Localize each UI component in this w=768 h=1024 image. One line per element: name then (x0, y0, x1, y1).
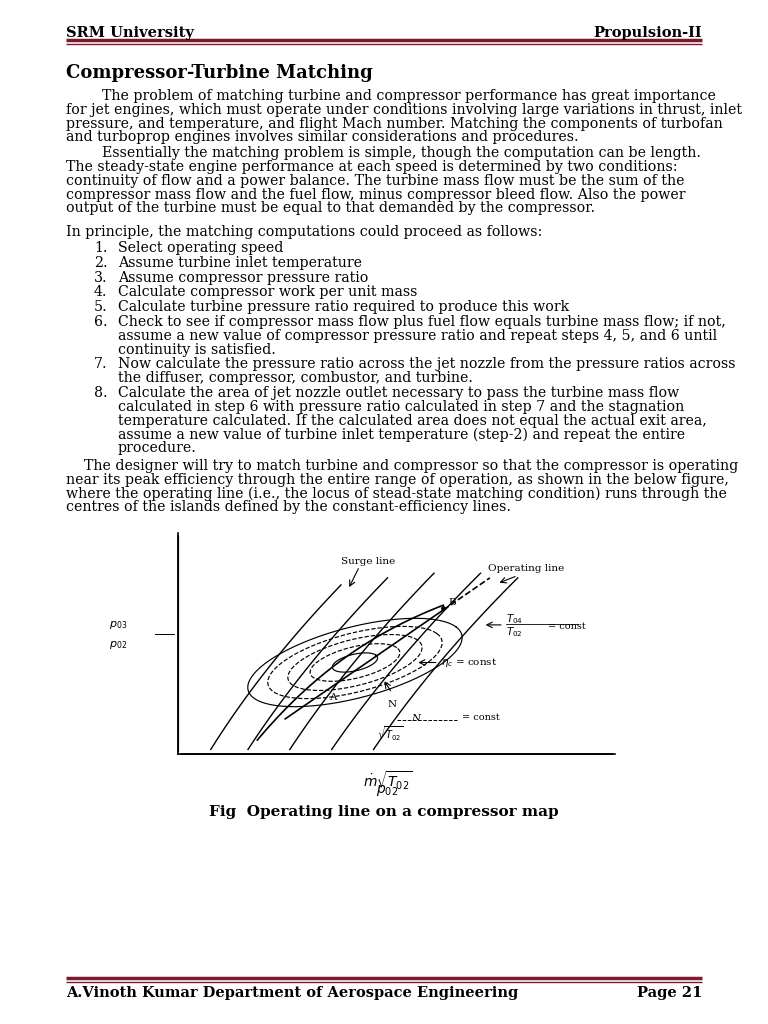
Text: SRM University: SRM University (66, 26, 194, 40)
Text: 5.: 5. (94, 300, 108, 314)
Text: Assume turbine inlet temperature: Assume turbine inlet temperature (118, 256, 362, 269)
Text: $\dot{m}\sqrt{T_{02}}$: $\dot{m}\sqrt{T_{02}}$ (362, 769, 412, 792)
Text: Fig  Operating line on a compressor map: Fig Operating line on a compressor map (209, 805, 559, 819)
Text: The problem of matching turbine and compressor performance has great importance: The problem of matching turbine and comp… (66, 89, 716, 103)
Text: A.Vinoth Kumar Department of Aerospace Engineering: A.Vinoth Kumar Department of Aerospace E… (66, 986, 518, 1000)
Text: Compressor-Turbine Matching: Compressor-Turbine Matching (66, 63, 372, 82)
Text: continuity of flow and a power balance. The turbine mass flow must be the sum of: continuity of flow and a power balance. … (66, 174, 684, 187)
Text: Calculate turbine pressure ratio required to produce this work: Calculate turbine pressure ratio require… (118, 300, 569, 314)
Text: and turboprop engines involves similar considerations and procedures.: and turboprop engines involves similar c… (66, 130, 578, 144)
Text: output of the turbine must be equal to that demanded by the compressor.: output of the turbine must be equal to t… (66, 202, 595, 215)
Text: N: N (411, 714, 420, 723)
Text: Select operating speed: Select operating speed (118, 241, 283, 255)
Text: $T_{04}$: $T_{04}$ (506, 612, 523, 626)
Text: $\eta_c$ = const: $\eta_c$ = const (441, 656, 498, 669)
Text: The steady-state engine performance at each speed is determined by two condition: The steady-state engine performance at e… (66, 160, 677, 174)
Text: assume a new value of turbine inlet temperature (step-2) and repeat the entire: assume a new value of turbine inlet temp… (118, 427, 685, 441)
Text: 8.: 8. (94, 386, 108, 400)
Text: Essentially the matching problem is simple, though the computation can be length: Essentially the matching problem is simp… (66, 146, 701, 160)
Text: A: A (329, 693, 337, 702)
Text: the diffuser, compressor, combustor, and turbine.: the diffuser, compressor, combustor, and… (118, 371, 473, 385)
Text: 3.: 3. (94, 270, 108, 285)
Text: = const: = const (548, 622, 586, 631)
Text: where the operating line (i.e., the locus of stead-state matching condition) run: where the operating line (i.e., the locu… (66, 486, 727, 501)
Text: B: B (449, 598, 456, 607)
Text: Assume compressor pressure ratio: Assume compressor pressure ratio (118, 270, 369, 285)
Text: Propulsion-II: Propulsion-II (594, 26, 702, 40)
Text: procedure.: procedure. (118, 441, 197, 456)
Text: compressor mass flow and the fuel flow, minus compressor bleed flow. Also the po: compressor mass flow and the fuel flow, … (66, 187, 686, 202)
Text: $p_{03}$: $p_{03}$ (108, 618, 127, 631)
Text: $\sqrt{T_{02}}$: $\sqrt{T_{02}}$ (377, 725, 403, 743)
Text: The designer will try to match turbine and compressor so that the compressor is : The designer will try to match turbine a… (66, 459, 738, 473)
Text: 6.: 6. (94, 315, 108, 329)
Text: Page 21: Page 21 (637, 986, 702, 1000)
Text: 1.: 1. (94, 241, 108, 255)
Text: Surge line: Surge line (341, 557, 396, 566)
Text: N: N (388, 700, 397, 709)
Text: pressure, and temperature, and flight Mach number. Matching the components of tu: pressure, and temperature, and flight Ma… (66, 117, 723, 131)
Text: Calculate compressor work per unit mass: Calculate compressor work per unit mass (118, 286, 417, 299)
Text: = const: = const (462, 714, 500, 722)
Text: for jet engines, which must operate under conditions involving large variations : for jet engines, which must operate unde… (66, 102, 742, 117)
Text: Now calculate the pressure ratio across the jet nozzle from the pressure ratios : Now calculate the pressure ratio across … (118, 357, 736, 372)
Text: assume a new value of compressor pressure ratio and repeat steps 4, 5, and 6 unt: assume a new value of compressor pressur… (118, 329, 717, 343)
Text: 4.: 4. (94, 286, 108, 299)
Text: $p_{02}$: $p_{02}$ (376, 783, 399, 798)
Text: centres of the islands defined by the constant-efficiency lines.: centres of the islands defined by the co… (66, 501, 511, 514)
Text: temperature calculated. If the calculated area does not equal the actual exit ar: temperature calculated. If the calculate… (118, 414, 707, 428)
Text: near its peak efficiency through the entire range of operation, as shown in the : near its peak efficiency through the ent… (66, 473, 729, 486)
Text: $T_{02}$: $T_{02}$ (506, 625, 523, 639)
Text: In principle, the matching computations could proceed as follows:: In principle, the matching computations … (66, 225, 542, 240)
Text: Operating line: Operating line (488, 564, 564, 573)
Text: Calculate the area of jet nozzle outlet necessary to pass the turbine mass flow: Calculate the area of jet nozzle outlet … (118, 386, 679, 400)
Text: continuity is satisfied.: continuity is satisfied. (118, 343, 276, 356)
Text: Check to see if compressor mass flow plus fuel flow equals turbine mass flow; if: Check to see if compressor mass flow plu… (118, 315, 726, 329)
Text: $p_{02}$: $p_{02}$ (109, 639, 127, 651)
Text: 7.: 7. (94, 357, 108, 372)
Text: calculated in step 6 with pressure ratio calculated in step 7 and the stagnation: calculated in step 6 with pressure ratio… (118, 399, 684, 414)
Text: 2.: 2. (94, 256, 108, 269)
